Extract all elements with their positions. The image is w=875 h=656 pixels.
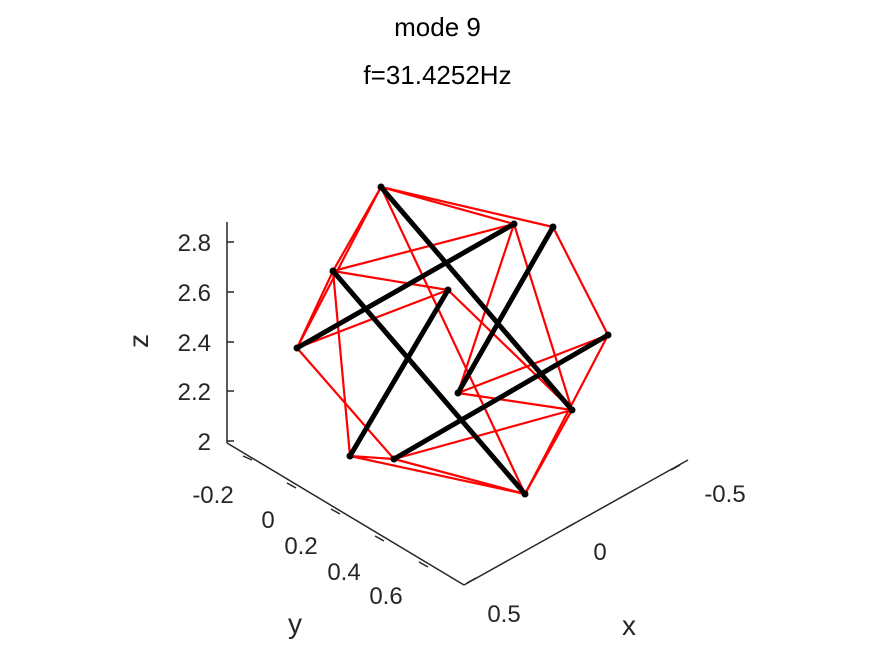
x-axis-line xyxy=(463,459,689,586)
node xyxy=(377,183,385,191)
node xyxy=(549,223,557,231)
string xyxy=(446,288,574,412)
node xyxy=(346,452,354,460)
string xyxy=(456,391,574,412)
node xyxy=(510,220,518,228)
node xyxy=(293,344,301,352)
z-tick-label: 2.4 xyxy=(178,330,211,357)
y-tick xyxy=(418,561,429,568)
z-tick-label: 2.2 xyxy=(178,379,211,406)
string xyxy=(295,269,335,350)
string xyxy=(551,225,610,337)
string xyxy=(348,454,527,496)
bar xyxy=(455,224,556,396)
string xyxy=(512,222,574,412)
x-tick xyxy=(466,577,477,584)
y-axis-label: y xyxy=(288,608,302,639)
z-tick-label: 2.6 xyxy=(178,280,211,307)
node xyxy=(444,286,452,294)
string xyxy=(295,185,383,350)
x-tick xyxy=(670,464,681,471)
node xyxy=(390,455,398,463)
node xyxy=(521,490,529,498)
string xyxy=(523,408,574,496)
axes xyxy=(226,222,689,586)
bar xyxy=(347,287,451,459)
bar xyxy=(378,184,575,413)
node xyxy=(454,389,462,397)
bars xyxy=(294,184,611,497)
y-tick-label: 0.2 xyxy=(284,533,317,560)
y-tick-label: -0.2 xyxy=(192,482,233,509)
string xyxy=(379,185,527,496)
z-tick-label: 2 xyxy=(198,429,211,456)
string xyxy=(392,408,574,461)
node xyxy=(604,331,612,339)
x-tick-label: 0.5 xyxy=(487,601,520,628)
bar xyxy=(330,268,528,497)
y-tick xyxy=(286,482,297,489)
bar xyxy=(294,221,517,351)
x-tick-label: 0 xyxy=(593,539,606,566)
x-tick-label: -0.5 xyxy=(704,481,745,508)
string xyxy=(331,269,352,458)
y-tick xyxy=(330,508,341,515)
y-tick-label: 0 xyxy=(261,507,274,534)
nodes xyxy=(293,183,612,498)
string xyxy=(379,185,555,229)
z-tick-label: 2.8 xyxy=(178,230,211,257)
x-axis-label: x xyxy=(622,610,636,641)
string xyxy=(392,457,527,496)
strings xyxy=(295,185,610,496)
plot-title: mode 9 xyxy=(394,12,481,42)
bar xyxy=(391,332,611,462)
string xyxy=(331,269,450,292)
z-axis-label: z xyxy=(123,334,154,348)
y-tick xyxy=(242,455,253,461)
x-tick xyxy=(565,522,576,529)
node xyxy=(329,267,337,275)
plot-subtitle: f=31.4252Hz xyxy=(363,60,512,90)
y-axis-line xyxy=(226,442,465,586)
y-tick-label: 0.4 xyxy=(327,559,360,586)
node xyxy=(568,406,576,414)
y-tick-label: 0.6 xyxy=(369,583,402,610)
string xyxy=(331,222,516,273)
string xyxy=(295,346,396,461)
y-tick xyxy=(374,535,385,542)
